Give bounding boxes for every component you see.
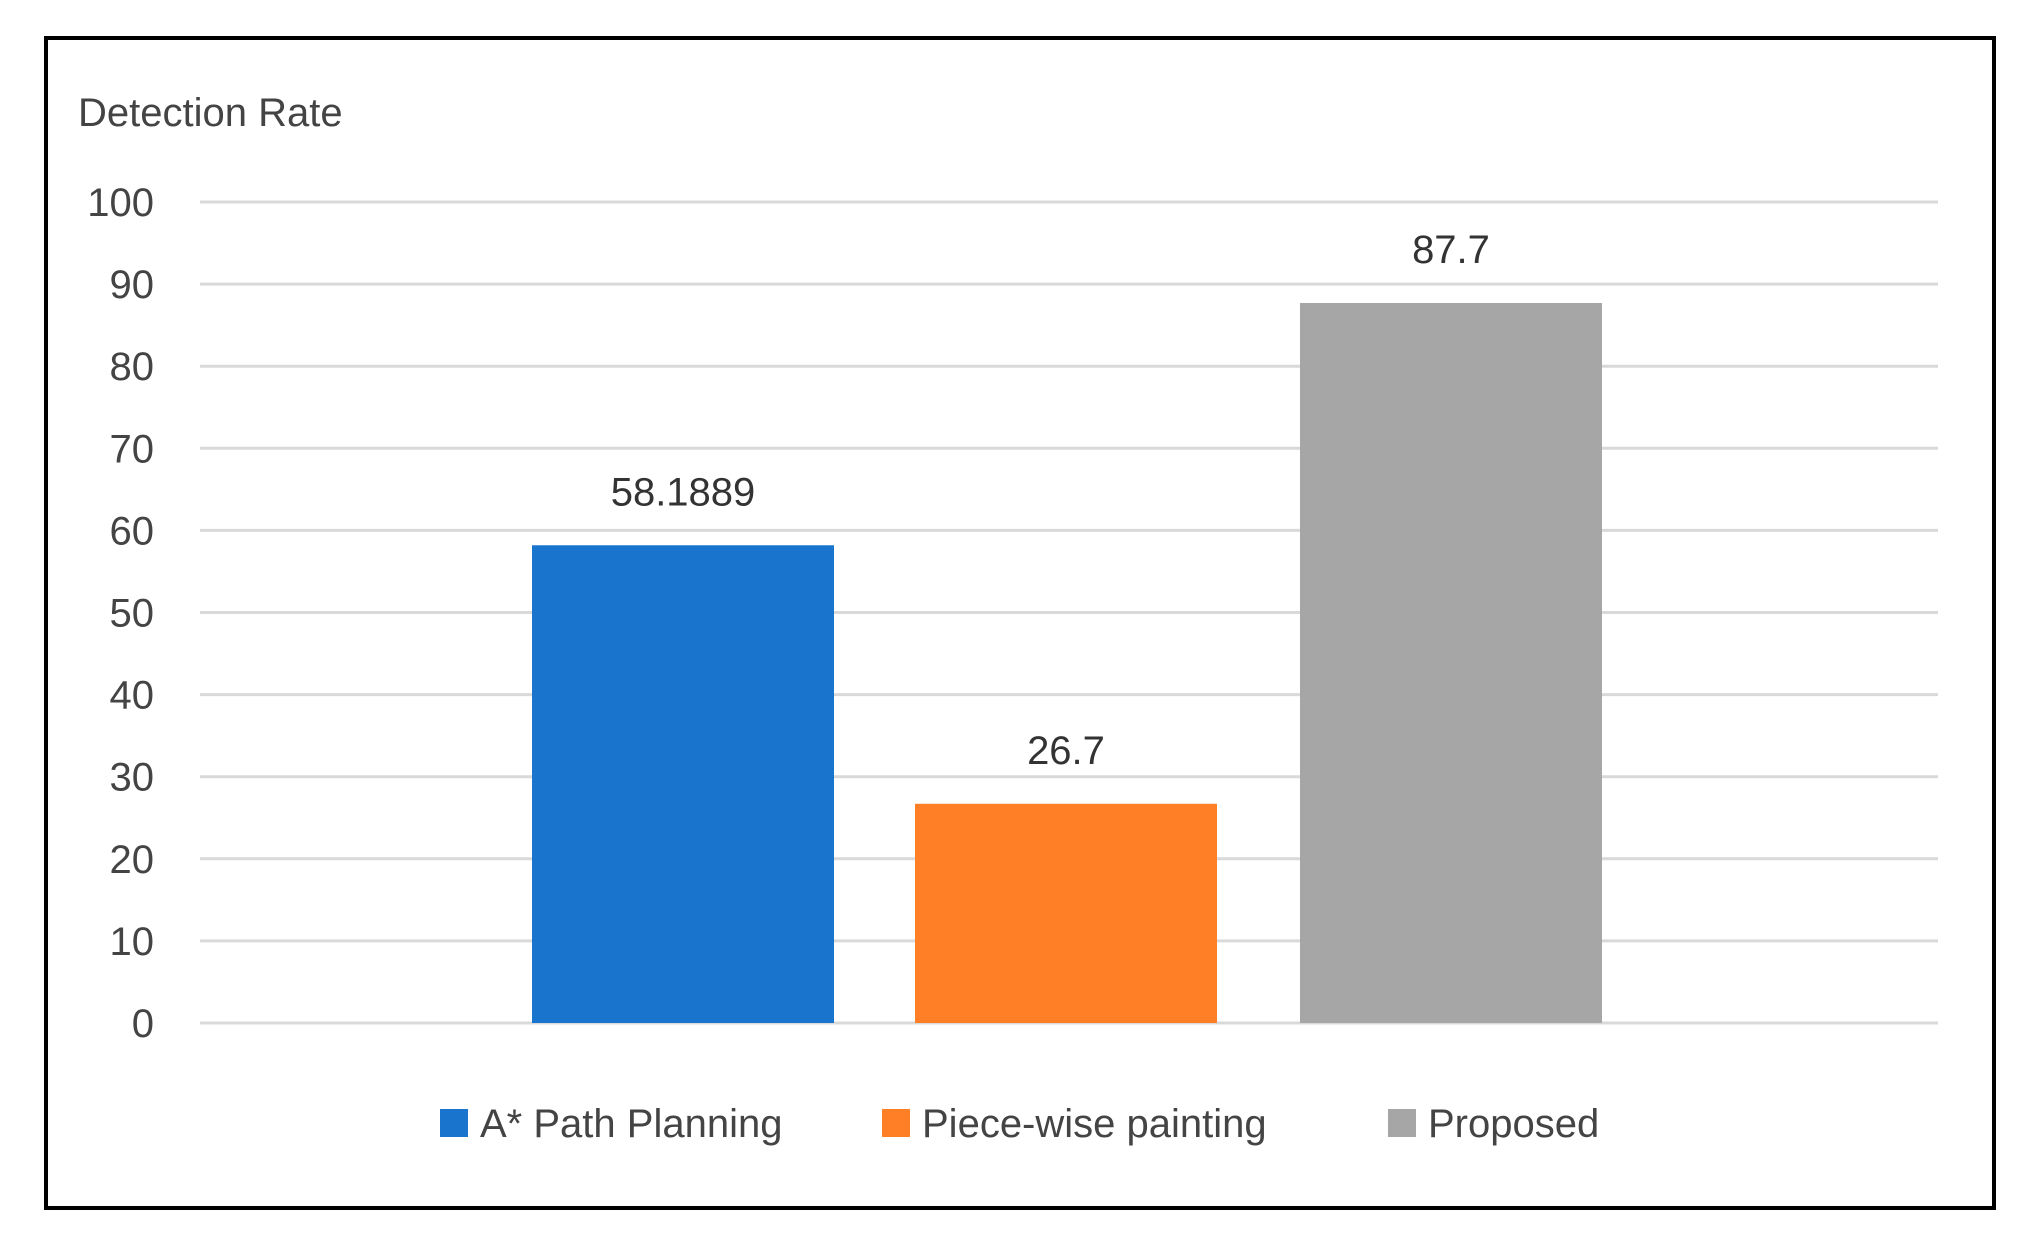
data-label: 58.1889 — [611, 470, 756, 514]
legend-label: Proposed — [1428, 1102, 1599, 1146]
data-label: 26.7 — [1027, 729, 1105, 773]
y-tick-label: 0 — [132, 1002, 154, 1046]
legend-swatch — [882, 1109, 910, 1137]
gridlines — [200, 200, 1938, 1025]
y-tick-label: 30 — [110, 756, 155, 800]
y-axis-title: Detection Rate — [78, 91, 343, 135]
bar — [532, 545, 834, 1023]
y-tick-label: 50 — [110, 592, 155, 636]
legend: A* Path Planning Piece-wise painting Propo… — [440, 1102, 1599, 1146]
legend-swatch — [440, 1109, 468, 1137]
y-axis-ticks: 0 10 20 30 40 50 60 70 80 90 100 — [87, 181, 154, 1046]
y-tick-label: 80 — [110, 345, 155, 389]
y-tick-label: 70 — [110, 427, 155, 471]
y-tick-label: 10 — [110, 920, 155, 964]
bar — [1300, 302, 1602, 1023]
bar — [915, 803, 1217, 1023]
chart-frame — [44, 36, 1996, 1210]
bars — [532, 302, 1602, 1023]
y-tick-label: 90 — [110, 263, 155, 307]
legend-swatch — [1388, 1109, 1416, 1137]
y-tick-label: 40 — [110, 674, 155, 718]
data-labels: 58.1889 26.7 87.7 — [611, 228, 1490, 773]
legend-label: A* Path Planning — [480, 1102, 782, 1146]
data-label: 87.7 — [1412, 228, 1490, 272]
y-tick-label: 60 — [110, 509, 155, 553]
y-tick-label: 20 — [110, 838, 155, 882]
y-tick-label: 100 — [87, 181, 154, 225]
legend-label: Piece-wise painting — [922, 1102, 1267, 1146]
